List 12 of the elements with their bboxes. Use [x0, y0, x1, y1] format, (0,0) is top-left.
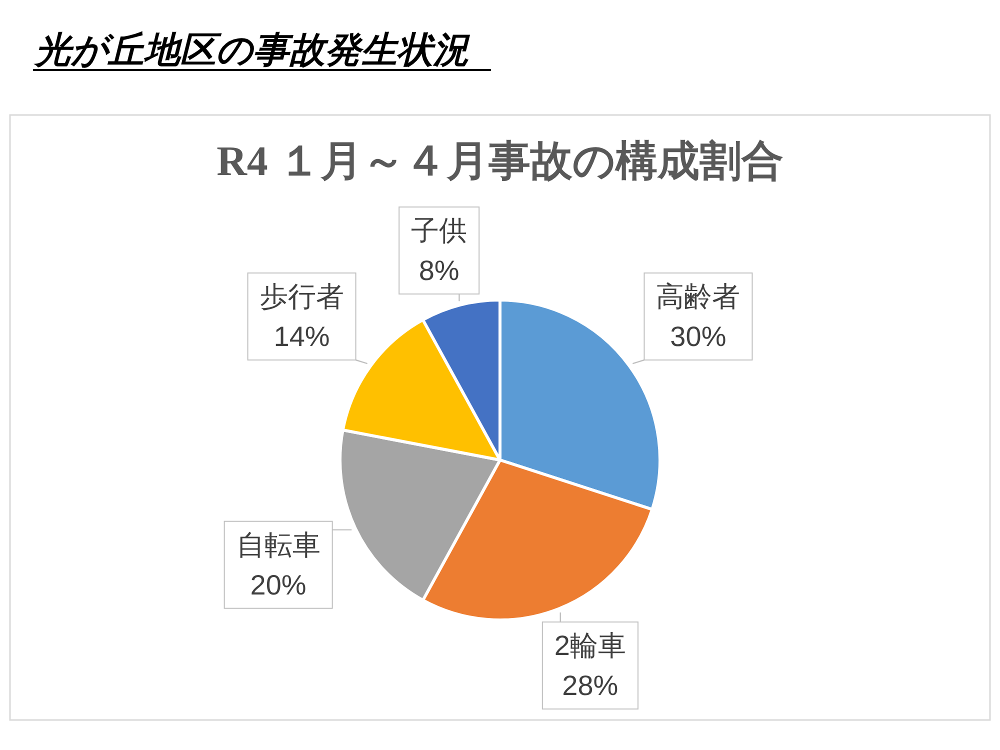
chart-subtitle: R4 １月～４月事故の構成割合 — [216, 138, 784, 185]
chart-title: 光が丘地区の事故発生状況 — [33, 29, 471, 70]
slice-label: 高齢者 — [656, 280, 740, 312]
data-label: 28% — [562, 670, 618, 701]
data-label: 20% — [250, 569, 306, 600]
slice-label: 自転車 — [236, 529, 320, 560]
data-label: 14% — [274, 320, 330, 352]
data-label: 8% — [418, 255, 460, 286]
data-label: 30% — [670, 320, 726, 352]
slice-label: 歩行者 — [260, 280, 344, 312]
slice-label: 2輪車 — [554, 630, 626, 661]
slice-label: 子供 — [411, 215, 468, 246]
